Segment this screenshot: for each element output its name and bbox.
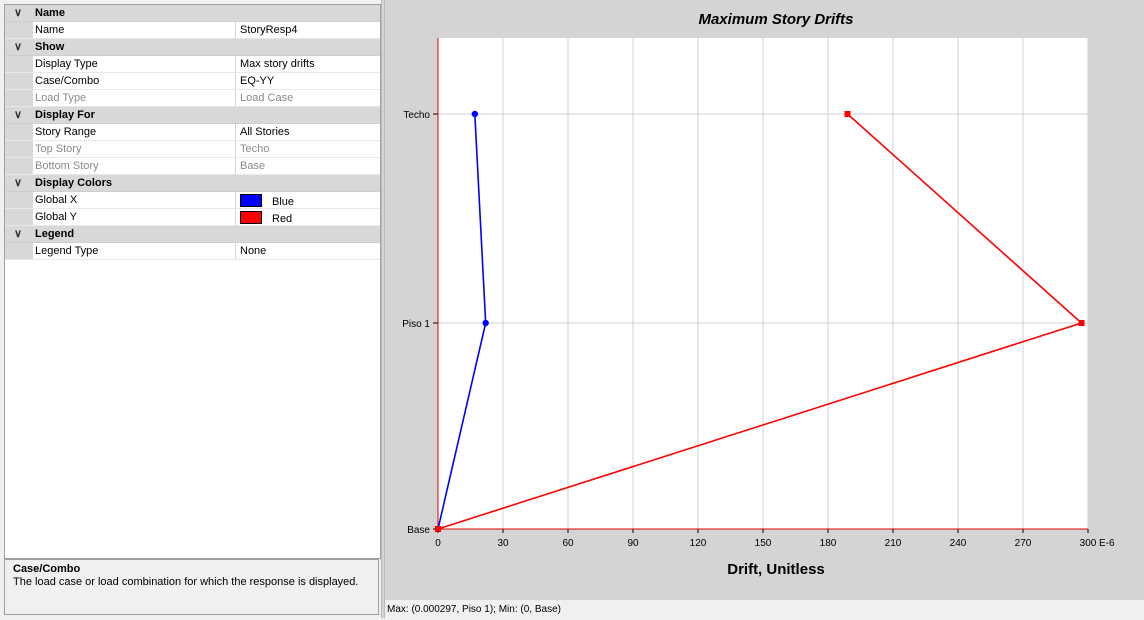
property-row-load-type: Load Type Load Case <box>5 90 380 107</box>
x-tick-label: 120 <box>690 538 707 549</box>
property-value[interactable]: Red <box>235 209 380 225</box>
category-label: Show <box>35 41 65 53</box>
x-tick-label: 270 <box>1015 538 1032 549</box>
property-row-case-combo[interactable]: Case/Combo EQ-YY <box>5 73 380 90</box>
data-point-global-x <box>471 110 479 118</box>
color-name: Blue <box>272 196 295 208</box>
row-gutter <box>5 124 33 140</box>
property-name: Case/Combo <box>35 75 100 87</box>
row-gutter <box>5 192 33 208</box>
property-value[interactable]: EQ-YY <box>235 73 380 89</box>
category-show[interactable]: ∨ Show <box>5 39 380 56</box>
property-name: Display Type <box>35 58 98 70</box>
data-point-global-y <box>1078 320 1085 326</box>
help-panel: Case/Combo The load case or load combina… <box>4 559 379 615</box>
property-row-bottom-story: Bottom Story Base <box>5 158 380 175</box>
category-legend[interactable]: ∨ Legend <box>5 226 380 243</box>
help-title: Case/Combo <box>13 563 81 575</box>
property-value[interactable]: Max story drifts <box>235 56 380 72</box>
x-tick-label: 300 <box>1080 538 1097 549</box>
data-point-global-y <box>435 526 441 532</box>
property-name: Bottom Story <box>35 160 99 172</box>
x-tick-label: 60 <box>562 538 574 549</box>
category-label: Display For <box>35 109 95 121</box>
property-name: Global Y <box>35 211 77 223</box>
chevron-down-icon[interactable]: ∨ <box>13 109 23 121</box>
category-display-for[interactable]: ∨ Display For <box>5 107 380 124</box>
x-unit-label: E-6 <box>1099 538 1115 549</box>
x-tick-label: 180 <box>820 538 837 549</box>
property-value[interactable]: StoryResp4 <box>235 22 380 38</box>
x-tick-label: 30 <box>497 538 509 549</box>
property-row-display-type[interactable]: Display Type Max story drifts <box>5 56 380 73</box>
x-axis-label: Drift, Unitless <box>727 561 825 578</box>
x-tick-label: 90 <box>627 538 639 549</box>
property-name: Global X <box>35 194 78 206</box>
color-swatch[interactable] <box>240 211 262 224</box>
data-point-global-x <box>482 319 489 327</box>
chevron-down-icon[interactable]: ∨ <box>13 228 23 240</box>
property-row-global-y[interactable]: Global Y Red <box>5 209 380 226</box>
x-tick-label: 0 <box>435 538 441 549</box>
x-tick-label: 240 <box>950 538 967 549</box>
property-name: Name <box>35 24 65 36</box>
panel-splitter[interactable] <box>381 0 385 618</box>
category-label: Name <box>35 7 65 19</box>
row-gutter <box>5 73 33 89</box>
chevron-down-icon[interactable]: ∨ <box>13 177 23 189</box>
row-gutter <box>5 90 33 106</box>
status-bar: Max: (0.000297, Piso 1); Min: (0, Base) <box>385 600 1144 618</box>
color-name: Red <box>272 213 293 225</box>
help-text: The load case or load combination for wh… <box>13 576 359 588</box>
row-gutter <box>5 56 33 72</box>
property-value[interactable]: All Stories <box>235 124 380 140</box>
property-row-global-x[interactable]: Global X Blue <box>5 192 380 209</box>
chart-panel: Maximum Story Drifts 0 30 60 90 120 150 180 210 2… <box>385 0 1144 618</box>
category-label: Display Colors <box>35 177 113 189</box>
property-row-legend-type[interactable]: Legend Type None <box>5 243 380 260</box>
property-value: Techo <box>235 141 380 157</box>
property-grid: ∨ Name Name StoryResp4 ∨ Show Display Type Max … <box>4 4 381 559</box>
property-name: Load Type <box>35 92 87 104</box>
row-gutter <box>5 209 33 225</box>
color-swatch[interactable] <box>240 194 262 207</box>
property-row-top-story: Top Story Techo <box>5 141 380 158</box>
y-tick-label: Base <box>407 525 430 536</box>
property-name: Story Range <box>35 126 97 138</box>
property-value[interactable]: None <box>235 243 380 259</box>
property-value: Load Case <box>235 90 380 106</box>
data-point-global-y <box>844 111 851 117</box>
properties-panel: ∨ Name Name StoryResp4 ∨ Show Display Type Max … <box>0 0 381 618</box>
row-gutter <box>5 243 33 259</box>
story-drift-chart: Maximum Story Drifts 0 30 60 90 120 150 180 210 2… <box>402 11 1115 578</box>
row-gutter <box>5 158 33 174</box>
y-tick-label: Piso 1 <box>402 319 430 330</box>
row-gutter <box>5 141 33 157</box>
chevron-down-icon[interactable]: ∨ <box>13 7 23 19</box>
chart-title: Maximum Story Drifts <box>698 11 853 28</box>
property-name: Legend Type <box>35 245 99 257</box>
category-name[interactable]: ∨ Name <box>5 5 380 22</box>
property-name: Top Story <box>35 143 82 155</box>
y-tick-label: Techo <box>403 110 430 121</box>
row-gutter <box>5 22 33 38</box>
property-row-story-range[interactable]: Story Range All Stories <box>5 124 380 141</box>
property-row-name[interactable]: Name StoryResp4 <box>5 22 380 39</box>
category-display-colors[interactable]: ∨ Display Colors <box>5 175 380 192</box>
category-label: Legend <box>35 228 75 240</box>
property-value: Base <box>235 158 380 174</box>
property-value[interactable]: Blue <box>235 192 380 208</box>
x-tick-label: 210 <box>885 538 902 549</box>
x-tick-label: 150 <box>755 538 772 549</box>
chevron-down-icon[interactable]: ∨ <box>13 41 23 53</box>
